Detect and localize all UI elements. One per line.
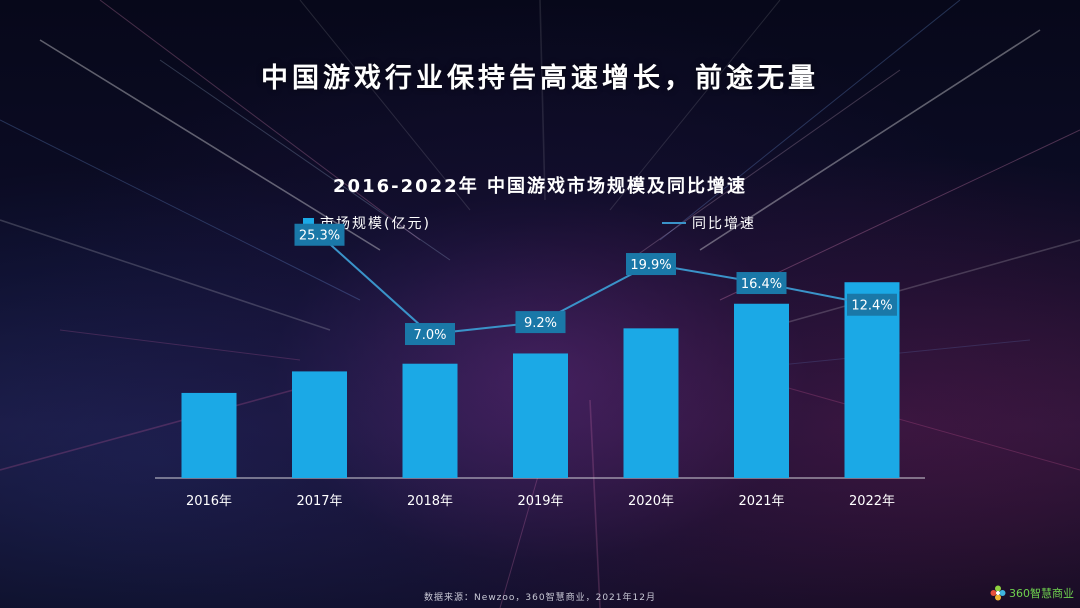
- x-tick-label: 2016年: [186, 494, 232, 509]
- light-streak: [759, 379, 1080, 471]
- light-streak: [0, 219, 331, 331]
- x-tick-label: 2022年: [849, 494, 895, 509]
- growth-label-box: [736, 272, 787, 295]
- bar-market-size: [513, 353, 568, 478]
- x-tick-label: 2020年: [628, 494, 674, 509]
- source-note: 数据来源：Newzoo，360智慧商业，2021年12月: [424, 593, 656, 603]
- light-streak: [539, 0, 546, 201]
- light-streak: [719, 129, 1080, 301]
- growth-data-label: 16.4%: [741, 277, 782, 292]
- brand-logo: 360智慧商业: [990, 585, 1074, 601]
- growth-label-box: [515, 311, 566, 334]
- bar-market-size: [623, 328, 679, 478]
- growth-data-label: 12.4%: [851, 299, 892, 314]
- flower-logo-icon: [990, 585, 1006, 601]
- x-tick-label: 2021年: [738, 494, 784, 509]
- chart-title: 2016-2022年 中国游戏市场规模及同比增速: [333, 176, 747, 197]
- light-streak: [0, 119, 361, 301]
- light-streak: [39, 39, 381, 251]
- growth-data-label: 25.3%: [299, 229, 340, 244]
- growth-data-label: 9.2%: [524, 316, 557, 331]
- growth-data-label: 7.0%: [413, 328, 446, 343]
- legend-bar-swatch: [303, 217, 314, 229]
- legend-item-market-size: 市场规模(亿元): [303, 213, 431, 233]
- x-tick-label: 2018年: [407, 494, 453, 509]
- light-streak: [299, 0, 471, 211]
- growth-label-box: [405, 323, 455, 346]
- light-streak: [99, 0, 421, 241]
- x-tick-label: 2017年: [296, 494, 342, 509]
- growth-label-box: [847, 293, 897, 316]
- growth-line: [318, 234, 873, 336]
- legend-label-market-size: 市场规模(亿元): [320, 216, 431, 232]
- x-tick-label: 2019年: [517, 494, 563, 509]
- bar-market-size: [734, 303, 789, 478]
- page-title: 中国游戏行业保持告高速增长，前途无量: [261, 63, 819, 94]
- growth-label-box: [626, 253, 676, 276]
- legend-line-swatch: [662, 222, 686, 224]
- legend-item-growth: 同比增速: [662, 213, 756, 233]
- logo-text: 360智慧商业: [1009, 587, 1074, 600]
- bar-market-size: [181, 392, 237, 478]
- growth-label-box: [294, 223, 345, 246]
- light-streak: [59, 329, 301, 361]
- growth-data-label: 19.9%: [630, 258, 671, 273]
- light-streak: [609, 0, 781, 211]
- light-streak: [629, 69, 901, 261]
- legend-label-growth: 同比增速: [692, 216, 756, 232]
- light-streak: [159, 59, 451, 261]
- light-streak: [589, 399, 601, 608]
- light-streak: [659, 0, 961, 241]
- light-streak: [779, 339, 1031, 366]
- light-streak: [699, 29, 1041, 251]
- light-streak: [759, 239, 1080, 331]
- bar-market-size: [292, 371, 347, 478]
- light-streak: [0, 379, 331, 471]
- bar-market-size: [402, 363, 458, 478]
